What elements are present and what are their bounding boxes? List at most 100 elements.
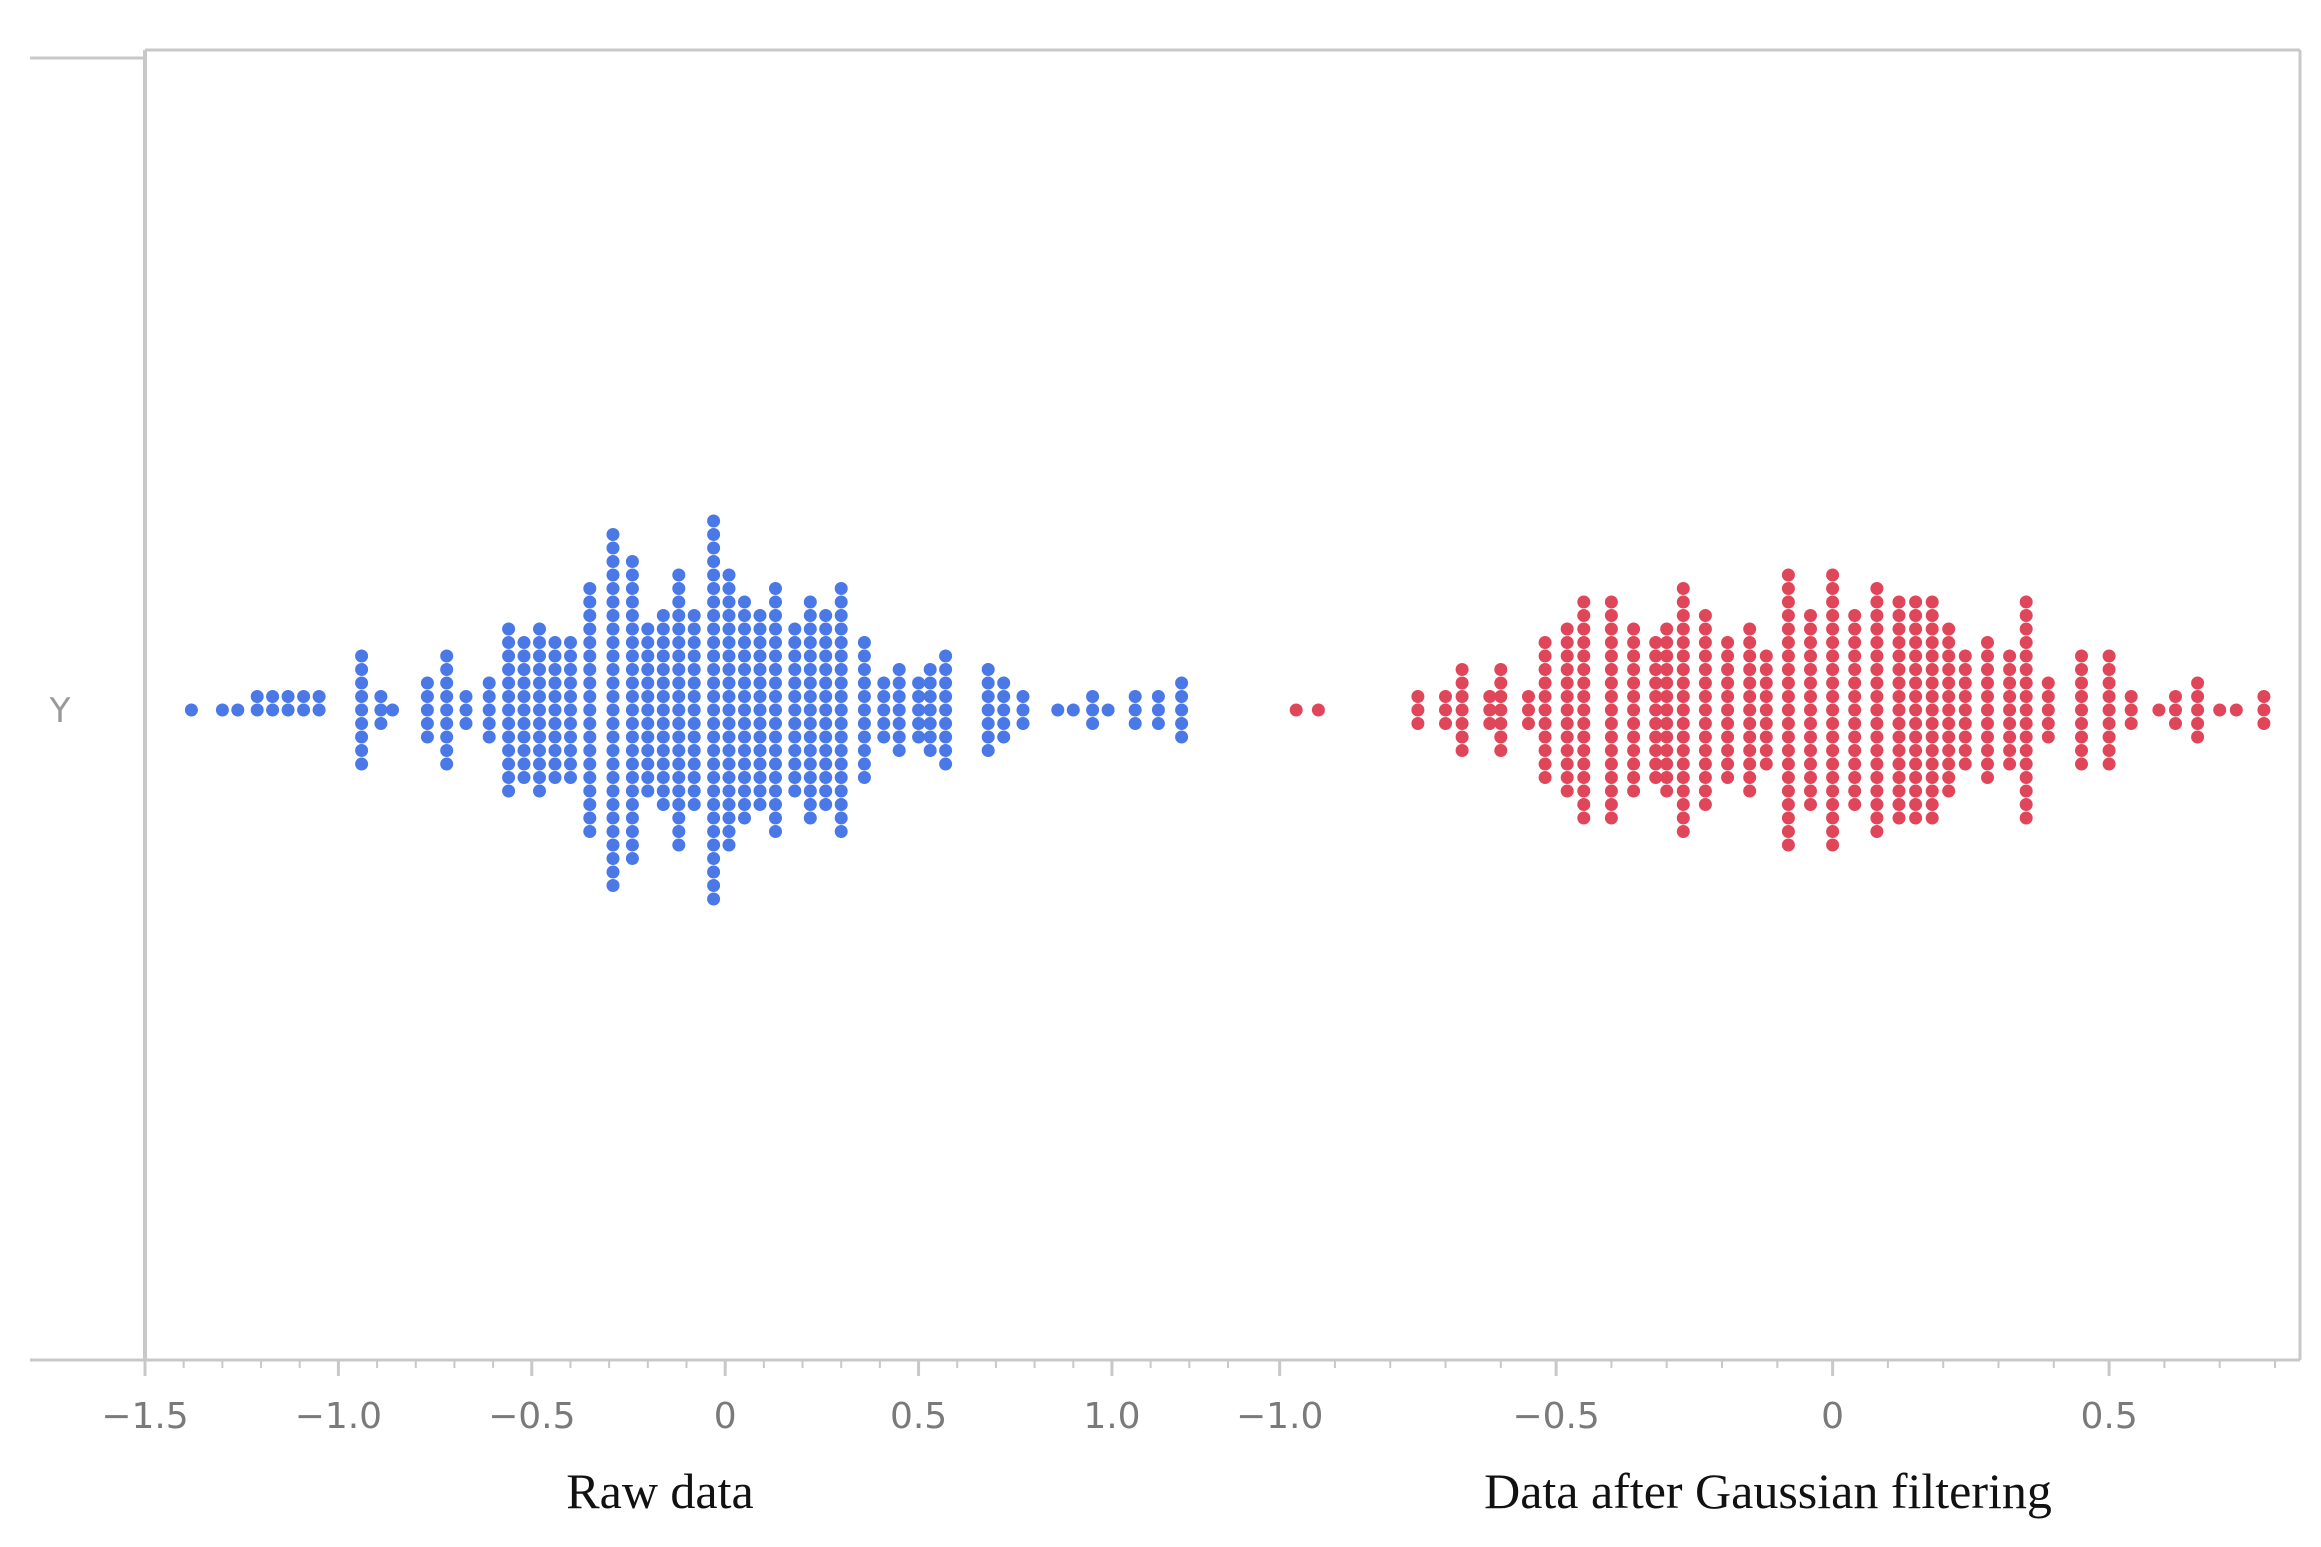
raw-data-point: [440, 676, 454, 690]
filtered-data-point: [1804, 676, 1817, 690]
filtered-data-point: [1627, 730, 1641, 744]
filtered-data-point: [1826, 568, 1840, 582]
filtered-data-point: [1759, 730, 1773, 744]
filtered-data-point: [2019, 649, 2033, 663]
filtered-data-point: [1538, 690, 1552, 703]
filtered-data-point: [1909, 622, 1923, 636]
raw-data-point: [892, 703, 906, 717]
raw-data-point: [707, 744, 721, 757]
filtered-data-point: [1925, 717, 1939, 730]
raw-data-point: [533, 744, 546, 757]
filtered-data-point: [2019, 771, 2033, 784]
filtered-data-point: [1455, 744, 1469, 757]
raw-data-point: [502, 622, 516, 636]
filtered-data-point: [1538, 676, 1552, 690]
filtered-data-point: [1942, 649, 1956, 663]
filtered-data-point: [1909, 771, 1923, 784]
filtered-data-point: [1538, 717, 1552, 730]
raw-data-point: [1086, 703, 1100, 717]
raw-data-point: [912, 703, 926, 717]
filtered-data-point: [2257, 703, 2271, 717]
filtered-data-point: [2075, 690, 2088, 703]
filtered-data-point: [1781, 757, 1795, 771]
filtered-data-point: [1483, 703, 1497, 717]
raw-data-point: [533, 717, 546, 730]
filtered-data-point: [1848, 717, 1862, 730]
raw-data-point: [1066, 703, 1080, 717]
raw-data-point: [722, 636, 736, 649]
filtered-data-point: [1942, 744, 1956, 757]
raw-data-point: [997, 676, 1011, 690]
raw-data-point: [517, 690, 531, 703]
filtered-data-point: [1494, 690, 1508, 703]
filtered-data-point: [1660, 676, 1674, 690]
raw-data-point: [297, 690, 311, 703]
raw-data-point: [819, 703, 833, 717]
filtered-data-point: [1892, 757, 1906, 771]
raw-data-point: [722, 825, 736, 838]
filtered-data-point: [1925, 784, 1939, 798]
x-tick-label: 1.0: [1083, 1396, 1140, 1437]
filtered-data-point: [1781, 663, 1795, 676]
raw-data-point: [355, 717, 369, 730]
raw-data-point: [834, 757, 848, 771]
filtered-data-point: [1781, 622, 1795, 636]
raw-data-point: [517, 757, 531, 771]
raw-data-point: [803, 730, 817, 744]
filtered-data-point: [1649, 744, 1663, 757]
raw-data-point: [420, 730, 434, 744]
filtered-data-point: [1958, 730, 1972, 744]
raw-data-point: [722, 595, 736, 609]
raw-data-point: [819, 676, 833, 690]
filtered-data-point: [1804, 622, 1817, 636]
filtered-data-point: [1848, 609, 1862, 622]
raw-data-point: [997, 690, 1011, 703]
raw-data-point: [533, 771, 546, 784]
raw-data-point: [672, 730, 686, 744]
filtered-data-point: [1455, 676, 1469, 690]
raw-data-point: [912, 676, 926, 690]
raw-data-point: [722, 730, 736, 744]
filtered-data-point: [1892, 771, 1906, 784]
filtered-data-point: [1560, 690, 1574, 703]
raw-data-point: [583, 609, 597, 622]
raw-data-point: [502, 757, 516, 771]
raw-data-point: [583, 771, 597, 784]
raw-data-point: [641, 636, 655, 649]
raw-data-point: [606, 771, 620, 784]
filtered-data-point: [2213, 703, 2227, 717]
filtered-data-point: [1981, 663, 1994, 676]
raw-data-point: [722, 582, 736, 595]
filtered-data-point: [1759, 663, 1773, 676]
raw-data-point: [374, 703, 388, 717]
raw-data-point: [722, 676, 736, 690]
filtered-data-point: [2169, 717, 2182, 730]
raw-data-point: [769, 649, 782, 663]
filtered-data-point: [1577, 649, 1591, 663]
filtered-data-point: [1958, 663, 1972, 676]
raw-data-point: [834, 717, 848, 730]
filtered-data-point: [1848, 730, 1862, 744]
filtered-data-point: [1848, 663, 1862, 676]
raw-data-point: [788, 636, 802, 649]
filtered-data-point: [1698, 622, 1712, 636]
filtered-data-point: [1649, 649, 1663, 663]
raw-data-point: [722, 663, 736, 676]
filtered-data-point: [1892, 649, 1906, 663]
filtered-data-point: [1560, 703, 1574, 717]
filtered-data-point: [2191, 703, 2205, 717]
raw-data-point: [672, 595, 686, 609]
filtered-data-point: [2003, 703, 2017, 717]
raw-data-point: [672, 636, 686, 649]
raw-data-point: [819, 690, 833, 703]
raw-data-point: [641, 744, 655, 757]
raw-data-point: [672, 798, 686, 811]
raw-data-point: [606, 757, 620, 771]
filtered-data-point: [1870, 649, 1884, 663]
filtered-data-point: [2041, 703, 2055, 717]
raw-data-point: [548, 771, 562, 784]
filtered-data-point: [1649, 690, 1663, 703]
filtered-data-point: [1909, 663, 1923, 676]
filtered-data-point: [1660, 690, 1674, 703]
filtered-data-point: [1627, 649, 1641, 663]
